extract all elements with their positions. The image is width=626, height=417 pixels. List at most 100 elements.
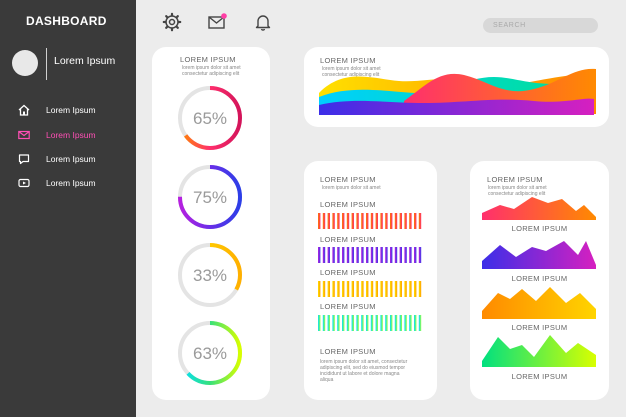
- bell-icon[interactable]: [253, 12, 273, 32]
- bar-stripe: [370, 247, 374, 263]
- card-caption: consectetur adipiscing elit: [182, 71, 240, 77]
- bar-stripe: [390, 213, 393, 229]
- area-shape: [482, 335, 596, 367]
- footer-title: LOREM IPSUM: [320, 347, 376, 356]
- card-title: LOREM IPSUM: [320, 175, 376, 184]
- bar-stripe: [409, 281, 412, 297]
- bar-row-label: LOREM IPSUM: [320, 268, 376, 277]
- bar-stripe: [404, 213, 407, 229]
- bar-stripe: [342, 281, 345, 297]
- bar-stripe: [356, 213, 359, 229]
- area-shape: [482, 241, 596, 269]
- bar-stripe: [342, 315, 345, 331]
- bar-stripe: [409, 213, 412, 229]
- bar-stripe: [390, 281, 393, 297]
- user-divider: [46, 48, 47, 80]
- bar-stripe: [418, 281, 422, 297]
- donut-card: LOREM IPSUM lorem ipsum dolor sit amet c…: [152, 47, 270, 400]
- bar-stripe: [380, 315, 383, 331]
- bar-stripe: [342, 247, 345, 263]
- areas-card: LOREM IPSUM lorem ipsum dolor sit amet c…: [470, 161, 609, 400]
- user-profile[interactable]: Lorem Ipsum: [12, 48, 132, 80]
- bar-stripe: [366, 213, 369, 229]
- chat-icon: [18, 154, 30, 165]
- bar-stripe: [337, 213, 340, 229]
- mail-icon: [18, 130, 30, 140]
- sidebar-item-video[interactable]: Lorem Ipsum: [18, 176, 128, 190]
- bar-stripe: [327, 315, 330, 331]
- bar-row-label: LOREM IPSUM: [320, 302, 376, 311]
- bar-stripe: [318, 281, 321, 297]
- bar-stripe: [337, 315, 340, 331]
- bar-stripe: [361, 315, 364, 331]
- bar-stripe: [346, 213, 350, 229]
- sidebar-item-home[interactable]: Lorem Ipsum: [18, 103, 128, 117]
- home-icon: [18, 104, 30, 116]
- bar-stripe: [327, 281, 330, 297]
- card-caption: lorem ipsum dolor sit amet: [182, 65, 241, 71]
- card-caption: consectetur adipiscing elit: [322, 72, 380, 78]
- bar-stripe: [318, 247, 321, 263]
- bar-stripe: [394, 213, 398, 229]
- bar-stripe: [390, 247, 393, 263]
- bar-row: [318, 213, 422, 229]
- avatar[interactable]: [12, 50, 38, 76]
- donut-arc: [178, 165, 242, 229]
- footer-text: lorem ipsum dolor sit amet, consectetur: [320, 359, 408, 365]
- bar-stripe: [351, 213, 354, 229]
- sidebar-item-label: Lorem Ipsum: [46, 178, 96, 188]
- bar-stripe: [361, 281, 364, 297]
- footer-text: incididunt ut labore et dolore magna: [320, 371, 400, 377]
- donut-charts: [178, 86, 242, 385]
- card-caption: lorem ipsum dolor sit amet: [322, 66, 381, 72]
- donut-arc: [178, 321, 242, 385]
- gear-icon[interactable]: [162, 12, 182, 32]
- area-chart-label: LOREM IPSUM: [511, 323, 568, 332]
- area-chart-label: LOREM IPSUM: [511, 372, 568, 381]
- bar-stripe: [342, 213, 345, 229]
- sidebar-item-label: Lorem Ipsum: [46, 154, 96, 164]
- bar-stripe: [370, 281, 374, 297]
- bar-stripe: [346, 281, 350, 297]
- bar-stripe: [361, 213, 364, 229]
- card-caption: consectetur adipiscing elit: [488, 191, 546, 197]
- bar-stripe: [385, 213, 388, 229]
- bar-stripe: [394, 247, 398, 263]
- donut-value-label: 75%: [192, 188, 228, 207]
- wave-card: LOREM IPSUM lorem ipsum dolor sit amet c…: [304, 47, 609, 127]
- bars-card: LOREM IPSUM lorem ipsum dolor sit amet L…: [304, 161, 437, 400]
- wave-chart: [319, 68, 596, 115]
- dashboard-title: DASHBOARD: [26, 14, 107, 28]
- card-title: LOREM IPSUM: [180, 55, 236, 64]
- notification-dot: [221, 13, 227, 19]
- bar-stripe: [351, 247, 354, 263]
- bar-stripe: [346, 247, 350, 263]
- mail-icon[interactable]: [207, 12, 227, 32]
- sidebar: DASHBOARD Lorem Ipsum Lorem Ipsum Lorem …: [0, 0, 136, 417]
- bar-stripe: [322, 213, 326, 229]
- sidebar-item-mail[interactable]: Lorem Ipsum: [18, 128, 128, 142]
- bar-stripe: [375, 281, 378, 297]
- bar-stripe: [332, 315, 335, 331]
- search-input[interactable]: [483, 18, 598, 33]
- bar-row: [318, 247, 422, 263]
- bar-stripe: [380, 281, 383, 297]
- bar-stripe: [351, 315, 354, 331]
- bar-stripe: [404, 247, 407, 263]
- sidebar-item-label: Lorem Ipsum: [46, 105, 96, 115]
- bar-stripe: [409, 315, 412, 331]
- bar-row: [318, 281, 422, 297]
- bar-stripe: [318, 315, 321, 331]
- bar-stripe: [361, 247, 364, 263]
- donut-value-label: 33%: [192, 266, 228, 285]
- sidebar-item-label: Lorem Ipsum: [46, 130, 96, 140]
- sidebar-item-chat[interactable]: Lorem Ipsum: [18, 152, 128, 166]
- bar-stripe: [418, 247, 422, 263]
- user-name: Lorem Ipsum: [54, 55, 116, 67]
- bar-stripe: [351, 281, 354, 297]
- bar-stripe: [418, 315, 422, 331]
- bar-stripe: [390, 315, 393, 331]
- bar-stripe: [404, 315, 407, 331]
- bar-stripe: [399, 315, 402, 331]
- bar-stripe: [418, 213, 422, 229]
